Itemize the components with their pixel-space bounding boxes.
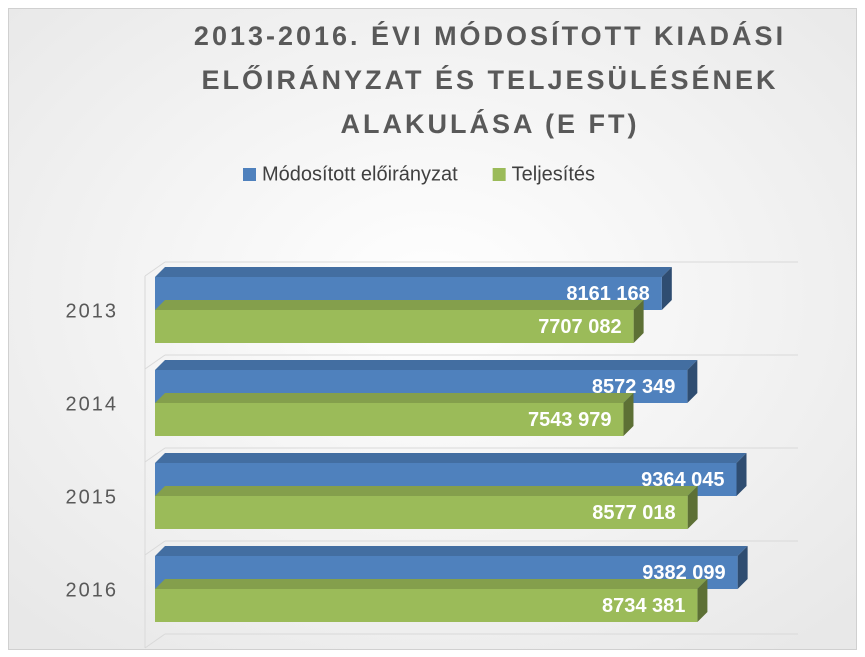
bar-top [155,267,672,277]
bar-side [623,393,634,436]
data-label: 8572 349 [592,376,675,398]
legend-swatch [243,168,256,181]
data-label: 7707 082 [538,316,621,338]
bar-top [155,579,708,589]
floor-edge [144,447,166,463]
title-line: ALAKULÁSA (E FT) [341,108,640,139]
data-label: 9382 099 [642,562,725,584]
bar-side [633,300,644,343]
bar-side [737,546,748,589]
floor-edge [144,354,166,370]
title-line: ELŐIRÁNYZAT ÉS TELJESÜLÉSÉNEK [201,64,778,95]
bar-top [155,546,748,556]
legend-label: Módosított előirányzat [262,163,458,185]
bar-side [687,360,698,403]
legend-swatch [492,168,506,181]
bar-top [155,393,634,403]
y-tick-label: 2014 [66,393,119,415]
y-tick-label: 2016 [66,579,119,601]
data-label: 8734 381 [602,595,685,617]
title-line: 2013-2016. ÉVI MÓDOSÍTOTT KIADÁSI [194,20,786,51]
y-tick-label: 2013 [66,300,119,322]
bar-top [155,300,644,310]
chart-title: 2013-2016. ÉVI MÓDOSÍTOTT KIADÁSI ELŐIRÁ… [194,20,786,139]
floor-edge [144,261,166,277]
floor-edge [144,633,166,649]
legend-label: Teljesítés [512,163,595,185]
data-label: 8577 018 [592,502,675,524]
bar-side [661,267,672,310]
bar [155,403,624,436]
bar-side [736,453,747,496]
bar-top [155,453,747,463]
bar-top [155,486,698,496]
bar-side [687,486,698,529]
bar [155,496,688,529]
bar [155,310,634,343]
y-tick-label: 2015 [66,486,119,508]
data-label: 9364 045 [641,469,724,491]
bar-top [155,360,698,370]
data-label: 8161 168 [566,283,649,305]
data-label: 7543 979 [528,409,611,431]
bar-side [697,579,708,622]
bar [155,589,698,622]
floor-edge [144,540,166,556]
